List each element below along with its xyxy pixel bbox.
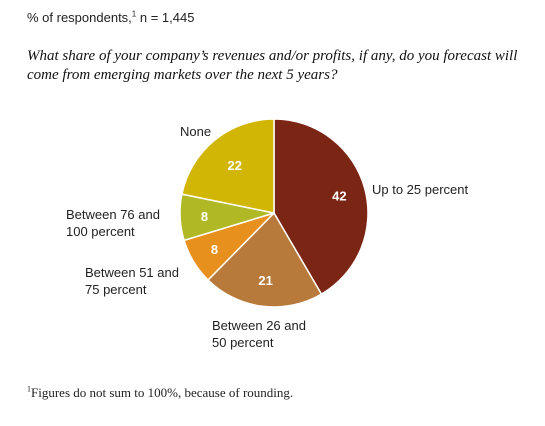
footnote: 1Figures do not sum to 100%, because of … [27, 385, 293, 401]
value-label-between-51-and-75: 8 [211, 242, 218, 257]
value-label-between-76-and-100: 8 [201, 209, 208, 224]
chart-subtitle: % of respondents,1 n = 1,445 [27, 10, 194, 25]
value-label-up-to-25: 42 [332, 188, 346, 203]
pie-slice-between-26-and-50 [206, 211, 323, 308]
category-label-between-26-and-50: Between 26 and 50 percent [212, 318, 306, 350]
category-label-between-76-and-100: Between 76 and 100 percent [66, 207, 160, 239]
survey-question: What share of your company’s revenues an… [27, 48, 518, 83]
pie-slice-up-to-25 [273, 118, 369, 296]
value-label-between-26-and-50: 21 [258, 273, 272, 288]
footnote-marker: 1 [27, 384, 31, 394]
value-label-none: 22 [228, 158, 242, 173]
subtitle-text: % of respondents, [27, 10, 132, 25]
category-label-between-51-and-75: Between 51 and 75 percent [85, 265, 179, 297]
subtitle-sample-size: n = 1,445 [136, 10, 195, 25]
category-label-up-to-25: Up to 25 percent [372, 182, 469, 197]
footnote-text: Figures do not sum to 100%, because of r… [31, 385, 294, 400]
subtitle-footnote-marker: 1 [131, 9, 137, 19]
category-label-none: None [180, 124, 211, 139]
pie-slice-none [181, 118, 275, 214]
